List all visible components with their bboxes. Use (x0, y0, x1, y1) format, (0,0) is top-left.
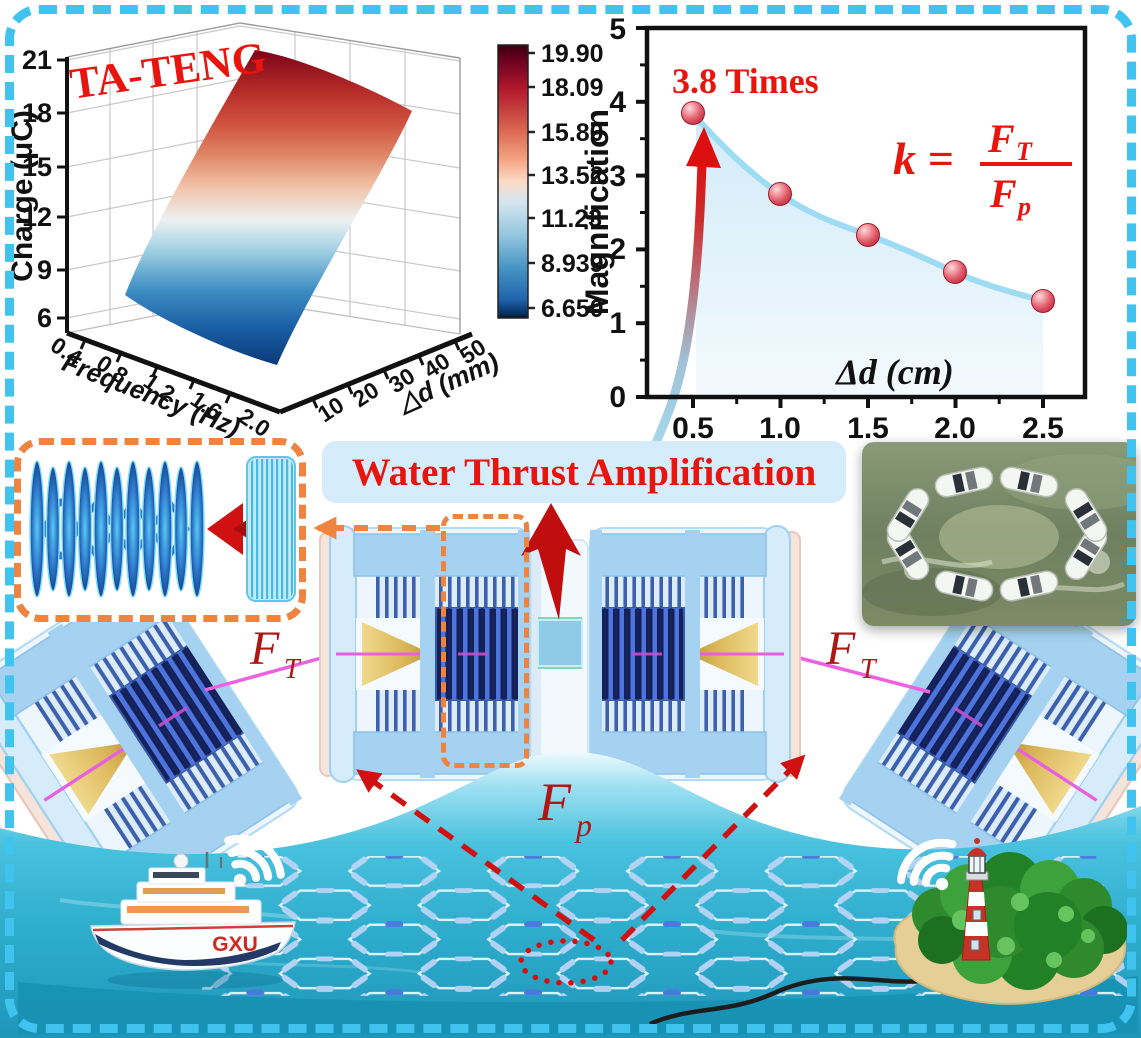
svg-text:18: 18 (22, 98, 52, 128)
svg-text:19.90: 19.90 (541, 40, 604, 68)
svg-text:4: 4 (609, 86, 626, 119)
force-label-ft-right: F T (825, 622, 878, 685)
power-cable (649, 968, 962, 1027)
svg-text:F: F (825, 622, 856, 675)
force-label-fp: F p (537, 772, 592, 843)
y-tick-labels: 0 1 2 3 4 5 (609, 13, 626, 414)
svg-text:3: 3 (609, 160, 626, 193)
svg-text:T: T (1016, 137, 1033, 166)
svg-text:0.5: 0.5 (672, 412, 714, 445)
force-transfer-arrows (356, 754, 806, 986)
plot-box-edges (66, 22, 461, 334)
svg-text:8.939: 8.939 (541, 250, 604, 278)
arrow-up-red (686, 127, 721, 168)
annotation-times: 3.8 Times (672, 61, 819, 101)
surface-sheet (125, 50, 412, 365)
ship-label: GXU (212, 933, 258, 956)
colorbar: 19.90 18.09 15.80 13.52 11.23 8.939 6.65… (497, 40, 604, 323)
svg-text:9: 9 (37, 255, 52, 285)
svg-text:T: T (860, 654, 878, 685)
rope-left (204, 652, 337, 692)
island (893, 838, 1128, 1005)
center-link (531, 539, 589, 761)
svg-text:F: F (987, 116, 1015, 161)
arrow-up-icon (521, 503, 581, 620)
svg-text:2.5: 2.5 (1022, 412, 1064, 445)
svg-text:T: T (284, 654, 302, 685)
force-label-ft-left: F T (249, 622, 302, 685)
svg-text:1: 1 (609, 307, 626, 340)
svg-text:p: p (574, 807, 592, 843)
rope-right (783, 652, 931, 694)
svg-text:2.0: 2.0 (934, 412, 976, 445)
svg-text:5: 5 (609, 13, 626, 46)
svg-text:F: F (989, 171, 1017, 216)
z-tick-labels: 21 18 15 12 9 6 (22, 45, 52, 333)
disk-stack-inset (14, 438, 306, 622)
link-window (537, 619, 583, 667)
data-points (681, 101, 1055, 313)
field-test-photo (862, 442, 1136, 626)
svg-text:F: F (537, 772, 572, 832)
svg-text:1.5: 1.5 (847, 412, 889, 445)
svg-text:2: 2 (609, 233, 626, 266)
svg-text:18.09: 18.09 (541, 74, 604, 102)
svg-text:6: 6 (37, 303, 52, 333)
svg-text:p: p (1016, 192, 1031, 221)
lighthouse (961, 838, 991, 961)
svg-text:15.80: 15.80 (541, 119, 604, 147)
plot-frame (636, 25, 1088, 408)
svg-text:F: F (249, 622, 280, 675)
highlight-ellipse (518, 938, 614, 986)
swoosh-tail (635, 159, 707, 485)
x-tick-labels: 0.5 1.0 1.5 2.0 2.5 (672, 412, 1064, 445)
x-axis-label: Δd (cm) (834, 352, 954, 392)
svg-text:1.0: 1.0 (759, 412, 801, 445)
surface-axes (57, 57, 473, 415)
highlight-rect (441, 514, 529, 768)
compressed-disk-stack (246, 456, 296, 602)
svg-text:13.52: 13.52 (541, 162, 604, 190)
y-axis-label: Magnification (579, 109, 615, 315)
ship: GXU (90, 852, 296, 989)
svg-text:21: 21 (22, 45, 52, 75)
formula-k: k = F T F p (893, 116, 1072, 221)
area-fill (696, 118, 1043, 394)
svg-text:6.650: 6.650 (541, 295, 604, 323)
svg-text:15: 15 (22, 152, 52, 182)
svg-text:12: 12 (22, 202, 52, 232)
banner-text: Water Thrust Amplification (351, 450, 817, 494)
expanded-disk-stack (29, 460, 205, 598)
svg-text:0: 0 (609, 381, 626, 414)
banner-water-thrust: Water Thrust Amplification (322, 441, 846, 503)
svg-text:k =: k = (893, 133, 954, 184)
svg-text:11.23: 11.23 (541, 205, 602, 233)
